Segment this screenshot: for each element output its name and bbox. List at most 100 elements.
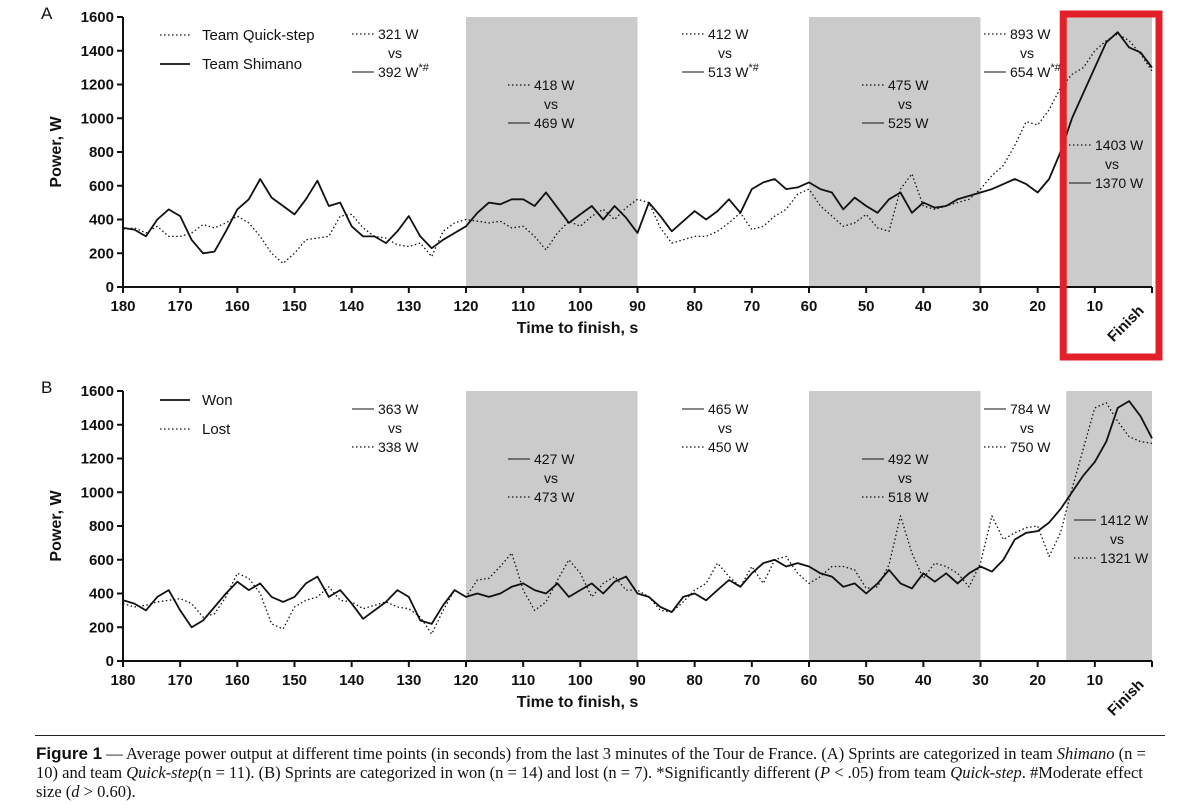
x-axis-label: Time to finish, s [517, 694, 639, 711]
x-tick-label: 70 [743, 672, 760, 689]
series-line-team-shimano [122, 31, 1153, 255]
x-tick-label: 50 [858, 298, 875, 315]
annotation-value: 513 W [708, 64, 749, 80]
caption-divider [35, 735, 1165, 736]
series-line-lost [122, 402, 1153, 635]
caption-text-9: . #Moderate effect size ( [36, 763, 1143, 801]
annotation-vs: vs [388, 45, 402, 61]
finish-label: Finish [1104, 302, 1147, 345]
shaded-period-2 [809, 17, 981, 287]
shaded-period-1 [466, 17, 638, 287]
panel-label: B [41, 378, 52, 397]
x-tick-label: 150 [282, 672, 307, 689]
x-tick-label: 90 [629, 298, 646, 315]
caption-text-8: Quick-step [950, 763, 1022, 782]
annotation-vs: vs [718, 45, 732, 61]
annotation-vs: vs [898, 96, 912, 112]
x-tick-label: 140 [339, 298, 364, 315]
x-tick-label: 180 [110, 298, 135, 315]
x-tick-label: 170 [168, 672, 193, 689]
legend-label: Lost [202, 421, 231, 438]
annotation-vs: vs [718, 420, 732, 436]
annotation-value: 418 W [534, 77, 575, 93]
x-tick-label: 40 [915, 298, 932, 315]
caption-text-10: d [71, 782, 80, 801]
x-tick-label: 160 [225, 298, 250, 315]
annotation-vs: vs [544, 96, 558, 112]
y-axis-label: Power, W [48, 490, 65, 562]
x-tick-label: 30 [972, 672, 989, 689]
x-tick-label: 130 [396, 298, 421, 315]
x-tick-label: 120 [453, 298, 478, 315]
shaded-period-1 [466, 391, 638, 661]
caption-text-2: Shimano [1056, 744, 1115, 763]
annotation-value: 1321 W [1100, 550, 1149, 566]
series-line-won [122, 400, 1153, 629]
y-tick-label: 1000 [81, 484, 114, 501]
panel-a-chart: 0 200 400 600 800 1000 1200 1400 1600 180 170 160 15… [41, 4, 1163, 361]
y-axis-label: Power, W [48, 116, 65, 188]
legend-label: Team Shimano [202, 56, 302, 73]
x-tick-label: 150 [282, 298, 307, 315]
x-axis-label: Time to finish, s [517, 320, 639, 337]
annotation-vs: vs [1105, 156, 1119, 172]
finish-label: Finish [1104, 676, 1147, 719]
shaded-period-3 [1066, 17, 1152, 287]
caption-text-1: Average power output at different time p… [125, 744, 1053, 763]
caption-text-6: P [819, 763, 831, 782]
annotation-value: 363 W [378, 401, 419, 417]
x-tick-label: 100 [568, 298, 593, 315]
legend-label: Team Quick-step [202, 27, 315, 44]
annotation-value: 525 W [888, 115, 929, 131]
caption-figure-label: Figure 1 [36, 744, 103, 763]
x-tick-label: 110 [511, 672, 535, 689]
y-tick-label: 200 [89, 619, 114, 636]
x-tick-label: 30 [972, 298, 989, 315]
x-tick-label: 20 [1029, 672, 1046, 689]
legend-label: Won [202, 392, 233, 409]
panel-label: A [41, 4, 53, 23]
y-tick-label: 200 [89, 245, 114, 262]
x-tick-label: 140 [339, 672, 364, 689]
x-tick-label: 50 [858, 672, 875, 689]
annotation-value: 412 W [708, 26, 749, 42]
caption-text-7: < .05) from team [834, 763, 947, 782]
y-tick-label: 1000 [81, 110, 114, 127]
annotation-value: 750 W [1010, 439, 1051, 455]
y-tick-label: 800 [89, 144, 114, 161]
annotation-vs: vs [1020, 420, 1034, 436]
annotation-value: 518 W [888, 489, 929, 505]
annotation-value: 450 W [708, 439, 749, 455]
x-tick-label: 110 [511, 298, 535, 315]
highlight-box [1059, 10, 1163, 361]
y-tick-label: 400 [89, 586, 114, 603]
y-tick-label: 800 [89, 518, 114, 535]
annotation-vs: vs [898, 470, 912, 486]
annotation-significance: *# [419, 62, 430, 74]
x-tick-label: 60 [801, 298, 818, 315]
y-tick-label: 400 [89, 212, 114, 229]
series-line-team-quick-step [122, 33, 1153, 265]
y-tick-label: 1600 [81, 9, 114, 26]
x-tick-label: 170 [168, 298, 193, 315]
annotation-value: 321 W [378, 26, 419, 42]
annotation-vs: vs [1110, 531, 1124, 547]
y-tick-label: 0 [106, 279, 114, 296]
annotation-value: 392 W [378, 64, 419, 80]
annotation-significance: *# [749, 62, 760, 74]
y-tick-label: 1400 [81, 43, 114, 60]
annotation-value: 473 W [534, 489, 575, 505]
annotation-value: 338 W [378, 439, 419, 455]
annotation-value: 1412 W [1100, 512, 1149, 528]
x-tick-label: 20 [1029, 298, 1046, 315]
x-tick-label: 160 [225, 672, 250, 689]
x-tick-label: 100 [568, 672, 593, 689]
x-tick-label: 130 [396, 672, 421, 689]
annotation-vs: vs [544, 470, 558, 486]
y-tick-label: 1200 [81, 451, 114, 468]
caption-dash: — [106, 744, 123, 763]
shaded-period-2 [809, 391, 981, 661]
y-tick-label: 1200 [81, 77, 114, 94]
x-tick-label: 80 [686, 672, 703, 689]
